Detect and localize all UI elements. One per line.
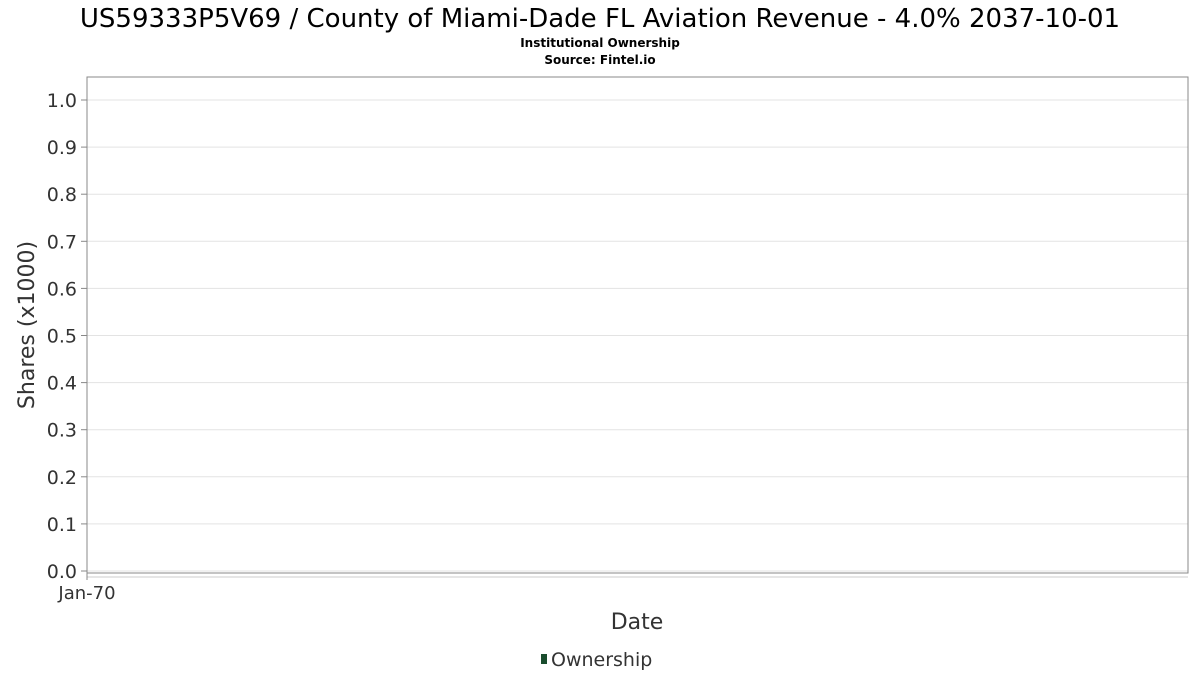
y-tick-label: 0.1 (47, 514, 77, 536)
y-tick-label: 0.5 (47, 326, 77, 348)
y-tick-label: 0.0 (47, 561, 77, 583)
x-axis: Jan-70 (57, 573, 1188, 604)
y-axis: 0.0 0.1 0.2 0.3 0.4 0.5 0.6 0.7 0.8 0.9 1.0 (47, 90, 87, 583)
chart-title: US59333P5V69 / County of Miami-Dade FL A… (80, 4, 1120, 34)
x-tick-label: Jan-70 (57, 583, 115, 604)
legend-swatch-ownership (541, 654, 547, 664)
y-tick-label: 0.3 (47, 420, 77, 442)
legend-label-ownership: Ownership (551, 649, 652, 671)
y-tick-label: 0.6 (47, 278, 77, 300)
legend: Ownership (541, 649, 652, 671)
x-axis-title: Date (611, 610, 664, 635)
chart-source: Source: Fintel.io (544, 53, 655, 67)
plot-area (86, 76, 1189, 574)
y-tick-label: 0.2 (47, 467, 77, 489)
y-tick-label: 0.4 (47, 373, 77, 395)
y-tick-label: 1.0 (47, 90, 77, 112)
y-tick-label: 0.8 (47, 184, 77, 206)
y-tick-label: 0.9 (47, 137, 77, 159)
y-axis-title: Shares (x1000) (15, 241, 40, 409)
chart-subtitle: Institutional Ownership (520, 36, 680, 50)
y-tick-label: 0.7 (47, 231, 77, 253)
grid-lines (87, 99, 1188, 572)
